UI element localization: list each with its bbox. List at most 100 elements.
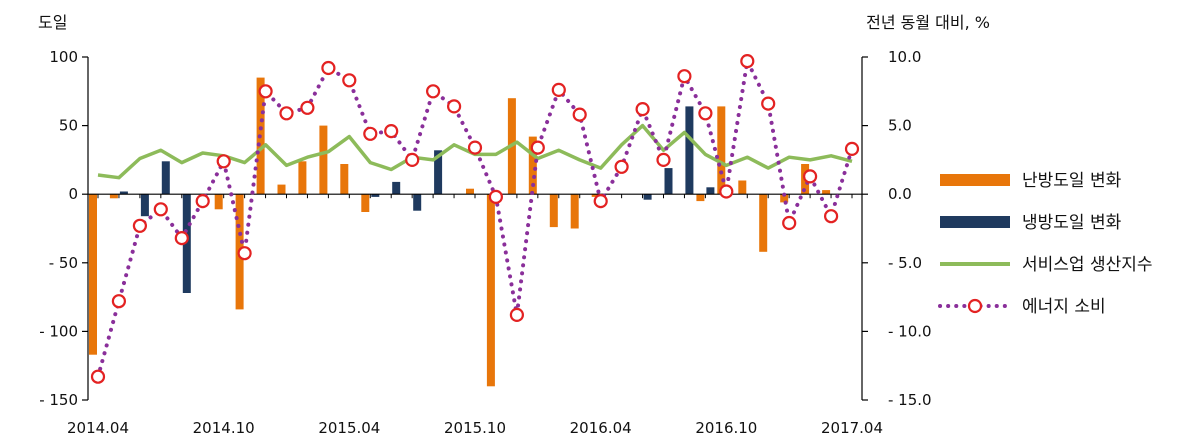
legend-marker-3: [967, 298, 983, 314]
energy-point-1: [111, 294, 127, 309]
energy-point-10: [300, 100, 315, 115]
bar-cooling-2: [140, 194, 149, 217]
bar-cooling-15: [413, 194, 422, 211]
energy-point-27: [656, 152, 671, 167]
bar-cooling-28: [685, 106, 694, 195]
right-tick-label-1: 5.0: [888, 117, 912, 135]
energy-point-11: [321, 60, 336, 76]
energy-point-33: [782, 215, 797, 231]
energy-point-16: [426, 84, 441, 99]
left-tick-label-4: - 100: [39, 322, 78, 340]
bar-heating-18: [466, 188, 474, 195]
legend-swatch-1: [940, 216, 1010, 228]
energy-point-2: [132, 218, 147, 233]
bar-heating-31: [738, 180, 747, 195]
right-axis-unit-label: 전년 동월 대비, %: [866, 13, 990, 32]
energy-point-36: [844, 141, 860, 156]
bar-cooling-26: [643, 194, 652, 200]
bar-cooling-13: [371, 194, 380, 197]
energy-point-23: [572, 107, 587, 122]
x-tick-label-6: 2017.04: [821, 419, 883, 437]
left-tick-label-5: - 150: [39, 391, 78, 409]
energy-point-5: [195, 194, 210, 209]
bar-heating-1: [109, 194, 118, 199]
energy-point-9: [279, 106, 294, 121]
energy-point-12: [342, 73, 357, 88]
left-tick-label-1: 50: [59, 117, 78, 135]
energy-point-0: [90, 369, 106, 384]
energy-point-29: [698, 106, 713, 121]
bar-heating-13: [361, 194, 370, 212]
left-tick-label-3: - 50: [49, 254, 78, 272]
bars-layer: [89, 77, 831, 387]
right-tick-label-4: - 10.0: [888, 322, 932, 340]
x-tick-label-3: 2015.10: [444, 419, 506, 437]
left-tick-label-2: 0: [68, 185, 78, 203]
energy-point-25: [614, 159, 629, 174]
legend-label-3: 에너지 소비: [1022, 297, 1106, 317]
bar-heating-21: [528, 136, 537, 195]
bar-heating-9: [277, 184, 286, 195]
energy-point-3: [153, 202, 168, 217]
bar-cooling-4: [182, 194, 191, 293]
bar-heating-22: [549, 194, 558, 228]
energy-point-32: [761, 96, 776, 111]
bar-heating-23: [570, 194, 579, 229]
energy-point-18: [467, 140, 483, 155]
energy-consumption-line: [96, 54, 854, 379]
x-tick-label-4: 2016.04: [570, 419, 632, 437]
energy-point-8: [258, 84, 273, 99]
legend-label-1: 냉방도일 변화: [1022, 213, 1122, 233]
energy-point-13: [363, 126, 378, 141]
energy-point-34: [802, 169, 818, 184]
energy-point-15: [405, 152, 420, 167]
x-tick-label-5: 2016.10: [695, 419, 757, 437]
energy-point-4: [174, 231, 189, 246]
bar-cooling-29: [706, 187, 715, 195]
x-tick-label-2: 2015.04: [318, 419, 380, 437]
axes-layer: 100 50 0 - 50 - 100 - 150 10.0 5.0 0.0 - 5.0 - 10.…: [39, 48, 931, 437]
bar-heating-33: [780, 194, 789, 203]
right-tick-label-0: 10.0: [888, 48, 921, 66]
bar-heating-29: [696, 194, 705, 202]
legend-swatch-0: [940, 174, 1010, 186]
bar-heating-11: [319, 125, 328, 195]
left-axis-unit-label: 도일: [38, 13, 67, 32]
left-tick-label-0: 100: [49, 48, 78, 66]
legend-label-2: 서비스업 생산지수: [1022, 255, 1153, 275]
bar-heating-35: [822, 190, 831, 195]
right-tick-label-5: - 15.0: [888, 391, 932, 409]
energy-point-24: [593, 194, 608, 209]
energy-point-14: [384, 124, 399, 139]
bar-heating-24: [591, 194, 600, 197]
energy-point-28: [677, 69, 692, 84]
energy-point-31: [740, 53, 755, 69]
lines-layer: [90, 53, 860, 384]
energy-point-35: [823, 209, 839, 224]
bar-cooling-14: [392, 181, 401, 195]
bar-heating-0: [89, 194, 97, 355]
energy-point-17: [447, 99, 462, 114]
energy-point-19: [488, 189, 503, 204]
right-tick-label-2: 0.0: [888, 185, 912, 203]
energy-point-20: [509, 307, 525, 322]
energy-point-30: [719, 184, 734, 199]
x-tick-label-0: 2014.04: [67, 419, 129, 437]
bar-heating-12: [340, 164, 349, 195]
bar-cooling-1: [119, 191, 128, 195]
bar-heating-10: [298, 161, 307, 195]
x-tick-label-1: 2014.10: [193, 419, 255, 437]
bar-heating-30: [717, 106, 726, 195]
bar-heating-19: [486, 194, 495, 387]
energy-point-26: [635, 101, 650, 117]
right-tick-label-3: - 5.0: [888, 254, 922, 272]
energy-point-22: [551, 82, 566, 98]
bar-cooling-16: [434, 150, 443, 195]
bar-cooling-27: [664, 168, 673, 195]
legend-label-0: 난방도일 변화: [1022, 171, 1122, 191]
energy-point-7: [237, 246, 252, 261]
bar-heating-32: [759, 194, 768, 252]
